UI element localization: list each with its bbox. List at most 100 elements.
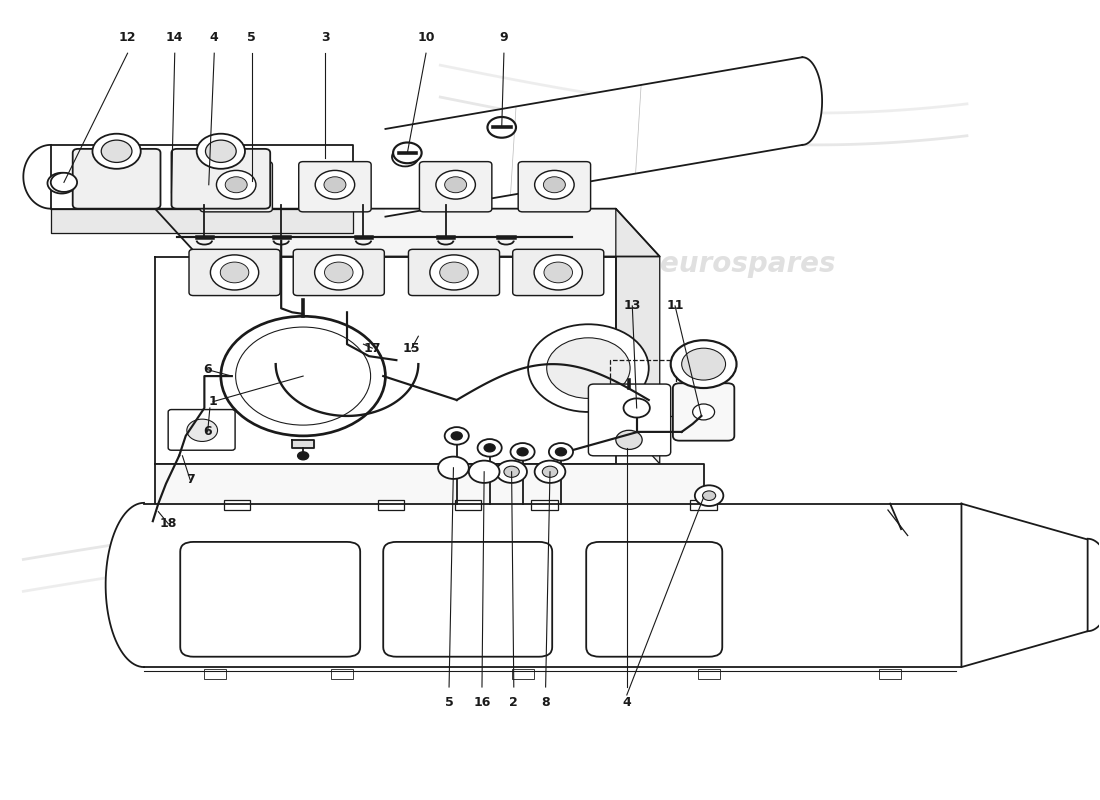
Polygon shape [23,145,51,209]
Polygon shape [385,57,802,217]
Circle shape [682,348,726,380]
Text: 14: 14 [166,30,184,44]
Text: 4: 4 [210,30,219,44]
Text: 5: 5 [248,30,256,44]
Bar [512,670,534,679]
Polygon shape [155,209,660,257]
Circle shape [693,404,715,420]
Text: 2: 2 [509,697,518,710]
FancyBboxPatch shape [200,162,273,212]
FancyBboxPatch shape [673,383,735,441]
Polygon shape [106,503,144,667]
Text: 13: 13 [624,299,641,313]
Circle shape [101,140,132,162]
Circle shape [469,461,499,483]
Polygon shape [802,57,822,145]
Text: 3: 3 [321,30,329,44]
Circle shape [624,398,650,418]
Circle shape [504,466,519,478]
Circle shape [54,178,69,189]
Circle shape [226,177,248,193]
Circle shape [324,177,345,193]
Polygon shape [155,257,616,464]
Circle shape [440,262,469,283]
FancyBboxPatch shape [73,149,161,209]
Circle shape [535,255,582,290]
Bar [691,501,717,510]
Bar [224,501,251,510]
Circle shape [187,419,218,442]
FancyBboxPatch shape [172,149,271,209]
Text: 8: 8 [541,697,550,710]
FancyBboxPatch shape [168,410,235,450]
Circle shape [217,170,256,199]
FancyBboxPatch shape [419,162,492,212]
Circle shape [393,142,421,163]
Circle shape [220,262,249,283]
Text: 11: 11 [667,299,684,313]
Polygon shape [293,440,315,448]
Polygon shape [616,209,660,464]
Circle shape [543,177,565,193]
Bar [879,670,901,679]
Circle shape [496,461,527,483]
Circle shape [210,255,258,290]
Circle shape [51,173,77,192]
Circle shape [616,430,642,450]
Circle shape [298,452,309,460]
Circle shape [544,262,572,283]
Circle shape [477,439,502,457]
Circle shape [438,457,469,479]
Text: 1: 1 [209,395,218,408]
Circle shape [47,173,76,194]
Circle shape [549,443,573,461]
FancyBboxPatch shape [513,250,604,295]
Text: 10: 10 [417,30,434,44]
Circle shape [451,432,462,440]
Text: 6: 6 [204,426,212,438]
Bar [531,501,558,510]
Circle shape [430,255,478,290]
Text: 7: 7 [186,474,195,486]
FancyBboxPatch shape [299,162,371,212]
Circle shape [487,117,516,138]
Circle shape [444,427,469,445]
Bar [331,670,352,679]
FancyBboxPatch shape [294,250,384,295]
Circle shape [528,324,649,412]
Text: 15: 15 [403,342,420,354]
Bar [205,670,227,679]
Circle shape [542,466,558,478]
Circle shape [221,316,385,436]
Polygon shape [51,145,352,209]
Circle shape [517,448,528,456]
Text: eurospares: eurospares [462,562,638,590]
Circle shape [197,134,245,169]
Polygon shape [144,504,961,667]
FancyBboxPatch shape [518,162,591,212]
Circle shape [510,443,535,461]
Circle shape [484,444,495,452]
Circle shape [315,255,363,290]
Text: 5: 5 [444,697,453,710]
Bar [454,501,481,510]
Circle shape [392,147,418,166]
Text: 6: 6 [204,363,212,376]
Polygon shape [155,464,704,504]
Text: 17: 17 [363,342,381,354]
Circle shape [535,461,565,483]
Text: 4: 4 [623,697,631,710]
Circle shape [547,338,630,398]
Circle shape [436,170,475,199]
Circle shape [556,448,566,456]
Text: 18: 18 [160,517,177,530]
Text: 16: 16 [473,697,491,710]
Circle shape [324,262,353,283]
FancyBboxPatch shape [408,250,499,295]
Circle shape [316,170,354,199]
Circle shape [671,340,737,388]
Polygon shape [961,504,1088,667]
Circle shape [535,170,574,199]
Text: eurospares: eurospares [660,250,835,278]
FancyBboxPatch shape [189,250,280,295]
